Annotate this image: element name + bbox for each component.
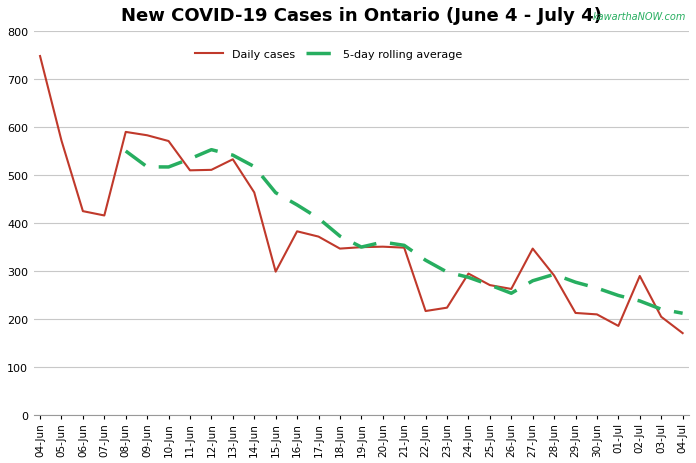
Text: kawarthaNOW.com: kawarthaNOW.com [592, 12, 686, 22]
Legend: Daily cases, 5-day rolling average: Daily cases, 5-day rolling average [191, 45, 466, 64]
Title: New COVID-19 Cases in Ontario (June 4 - July 4): New COVID-19 Cases in Ontario (June 4 - … [121, 7, 602, 25]
